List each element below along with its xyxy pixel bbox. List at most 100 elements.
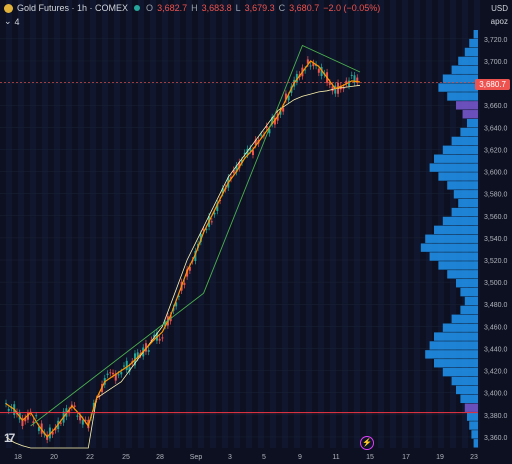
- x-tick-label: Sep: [190, 454, 203, 461]
- volume-profile-bar: [438, 83, 478, 92]
- tradingview-logo[interactable]: 17: [4, 431, 15, 445]
- candle-body: [205, 228, 208, 230]
- y-tick-label: 3,600.0: [484, 170, 507, 177]
- volume-profile-bar: [453, 190, 478, 199]
- candle-body: [320, 66, 323, 77]
- candle-body: [328, 82, 331, 85]
- candle-body: [216, 203, 219, 211]
- candle-body: [345, 80, 348, 84]
- candle-body: [37, 426, 40, 431]
- volume-profile-bar: [464, 296, 478, 306]
- grid-column: [378, 0, 384, 448]
- open-label: O: [146, 3, 154, 13]
- y-tick-label: 3,360.0: [484, 435, 507, 442]
- candle-body: [147, 350, 150, 352]
- candle-body: [24, 417, 27, 422]
- grid-column: [210, 0, 216, 448]
- candle-body: [265, 125, 268, 129]
- candle-body: [175, 302, 178, 307]
- candle-body: [260, 134, 263, 136]
- volume-profile-bar: [469, 38, 478, 48]
- x-tick-label: 25: [122, 454, 130, 461]
- y-tick-label: 3,580.0: [484, 192, 507, 199]
- candle-body: [84, 419, 87, 421]
- x-tick-label: 17: [402, 454, 410, 461]
- indicators-toggle[interactable]: ⌄ 4: [4, 16, 20, 27]
- candle-body: [235, 165, 238, 173]
- close-value: 3,680.7: [289, 3, 320, 13]
- candle-body: [230, 176, 233, 179]
- grid-column: [198, 0, 204, 448]
- grid-column: [354, 0, 360, 448]
- candle-body: [164, 321, 167, 326]
- volume-profile-bar: [451, 207, 478, 217]
- candle-body: [109, 372, 112, 374]
- series-line-band: [5, 84, 361, 449]
- candle-body: [136, 352, 139, 358]
- indicator-count: 4: [14, 16, 20, 27]
- candle-body: [177, 295, 180, 297]
- x-tick-label: 9: [298, 454, 302, 461]
- candle-body: [312, 63, 315, 67]
- x-tick-label: 18: [14, 454, 22, 461]
- candle-body: [348, 80, 351, 86]
- grid-column: [174, 0, 180, 448]
- candle-body: [287, 95, 290, 101]
- y-tick-label: 3,400.0: [484, 391, 507, 398]
- volume-profile-bar: [467, 412, 478, 421]
- volume-profile-bar: [460, 287, 478, 297]
- candle-body: [183, 282, 186, 286]
- volume-profile-bar: [471, 430, 478, 439]
- candle-body: [304, 69, 307, 71]
- candle-body: [342, 87, 345, 89]
- volume-profile-bar: [442, 323, 478, 332]
- symbol-title[interactable]: Gold Futures · 1h · COMEX: [17, 3, 129, 13]
- candle-body: [254, 139, 257, 146]
- volume-profile-bar: [469, 421, 478, 430]
- candle-body: [158, 338, 161, 341]
- candle-body: [199, 234, 202, 242]
- x-tick-label: 28: [156, 454, 164, 461]
- y-tick-label: 3,460.0: [484, 324, 507, 331]
- candle-body: [5, 402, 7, 404]
- candle-body: [306, 59, 309, 64]
- volume-profile-bar: [438, 261, 478, 270]
- grid-column: [90, 0, 96, 448]
- volume-profile-bar: [462, 110, 478, 119]
- grid-column: [78, 0, 84, 448]
- grid-column: [306, 0, 312, 448]
- candle-body: [331, 86, 334, 92]
- candle-body: [317, 68, 320, 73]
- volume-profile-bar: [434, 359, 478, 368]
- grid-column: [150, 0, 156, 448]
- candle-body: [26, 412, 29, 420]
- volume-profile-bar: [473, 30, 478, 39]
- volume-profile-bar: [460, 305, 478, 315]
- current-price-tag: 3,680.7: [475, 79, 510, 90]
- volume-profile-bar: [456, 279, 478, 288]
- volume-profile-bar: [434, 154, 478, 163]
- currency-selector[interactable]: USD: [491, 4, 508, 13]
- high-value: 3,683.8: [201, 3, 232, 13]
- candle-body: [68, 410, 71, 414]
- candle-body: [210, 221, 213, 223]
- candle-body: [150, 339, 153, 341]
- candle-body: [153, 334, 156, 338]
- volume-profile-bar: [447, 270, 478, 279]
- x-tick-label: 22: [86, 454, 94, 461]
- market-status-dot-icon: [134, 5, 141, 11]
- volume-profile-bar: [429, 252, 478, 261]
- grid-column: [162, 0, 168, 448]
- volume-profile-bar: [460, 394, 478, 404]
- grid-column: [426, 0, 432, 448]
- grid-column: [318, 0, 324, 448]
- lightning-icon[interactable]: ⚡: [360, 436, 374, 450]
- chevron-down-icon: ⌄: [4, 16, 12, 26]
- volume-profile-bar: [438, 172, 478, 181]
- candle-body: [268, 129, 271, 134]
- volume-profile: [420, 30, 478, 448]
- x-tick-label: 3: [228, 454, 232, 461]
- grid-column: [126, 0, 132, 448]
- volume-profile-bar: [451, 314, 478, 323]
